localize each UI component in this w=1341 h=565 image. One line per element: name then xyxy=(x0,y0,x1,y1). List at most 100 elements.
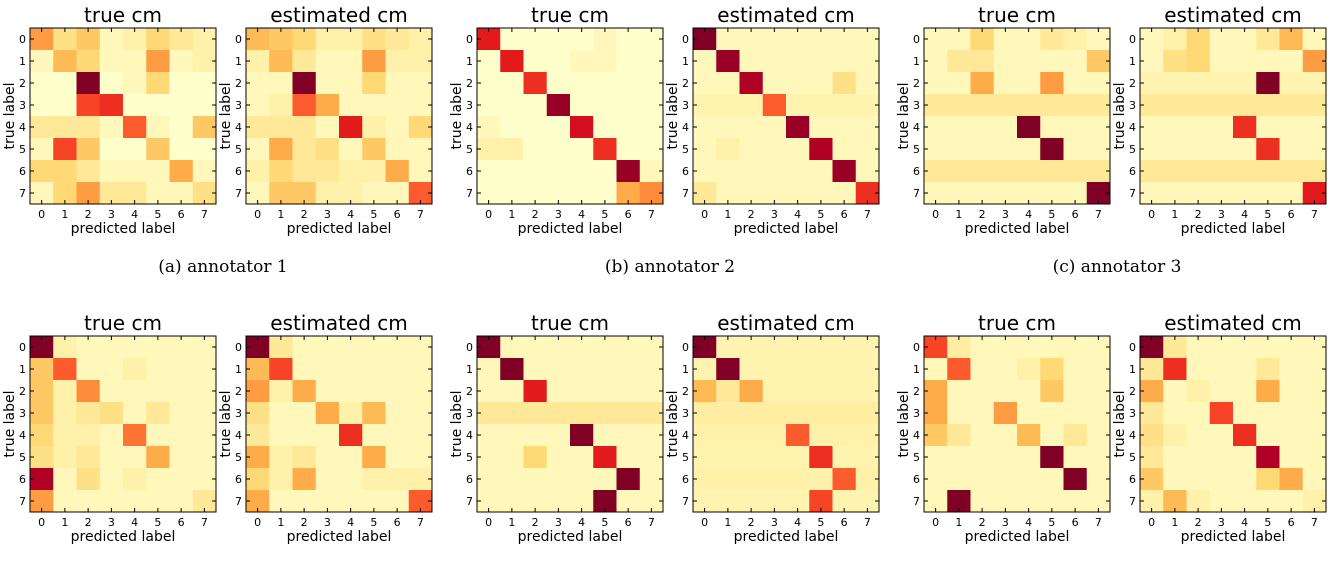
y-tick-label: 3 xyxy=(1129,99,1136,112)
heatmap-cell xyxy=(408,468,433,491)
heatmap-cell xyxy=(523,402,548,425)
heatmap-cell xyxy=(1163,94,1187,117)
heatmap-cell xyxy=(408,424,433,447)
heatmap-cell xyxy=(123,138,147,161)
x-tick-label: 5 xyxy=(1048,208,1055,221)
heatmap-cell xyxy=(477,116,501,139)
heatmap-cell xyxy=(269,50,293,73)
heatmap-cell xyxy=(1209,28,1234,51)
heatmap-cell xyxy=(1086,402,1111,425)
heatmap-cell xyxy=(1063,468,1088,491)
subfigure-caption: (b) annotator 2 xyxy=(605,257,735,277)
heatmap-cell xyxy=(970,160,995,183)
heatmap-cell xyxy=(1256,50,1280,73)
heatmap-cell xyxy=(855,358,880,381)
heatmap-cell xyxy=(339,468,363,491)
heatmap-cell xyxy=(408,358,433,381)
heatmap-cell xyxy=(1279,336,1304,359)
heatmap-cell xyxy=(739,138,764,161)
heatmap-cell xyxy=(993,116,1018,139)
heatmap-cell xyxy=(269,402,293,425)
y-tick-label: 1 xyxy=(913,363,920,376)
heatmap-cell xyxy=(362,50,386,73)
heatmap-cell xyxy=(1302,182,1327,205)
heatmap-cell xyxy=(315,28,340,51)
y-tick-label: 4 xyxy=(466,121,473,134)
heatmap-cell xyxy=(1256,490,1280,513)
heatmap-cell xyxy=(762,424,787,447)
heatmap-cell xyxy=(1233,446,1257,469)
heatmap-cell xyxy=(1086,336,1111,359)
heatmap-cell xyxy=(385,490,410,513)
heatmap-cell xyxy=(169,358,194,381)
true-cm-heatmap: true cm 0 0 1 1 2 2 3 3 4 4 5 5 6 6 7 7 predicted label tr… xyxy=(2,3,217,237)
heatmap-cell xyxy=(693,446,717,469)
heatmap-cell xyxy=(523,138,548,161)
x-axis-label: predicted label xyxy=(734,221,839,237)
y-tick-label: 5 xyxy=(466,143,473,156)
heatmap-cell xyxy=(192,336,217,359)
heatmap-cell xyxy=(716,446,740,469)
heatmap-cell xyxy=(1017,160,1041,183)
heatmap-cell xyxy=(408,182,433,205)
heatmap-title: estimated cm xyxy=(270,3,408,27)
heatmap-cell xyxy=(593,72,617,95)
heatmap-cell xyxy=(339,72,363,95)
y-tick-label: 0 xyxy=(1129,33,1136,46)
heatmap-cell xyxy=(169,28,194,51)
heatmap-cell xyxy=(616,50,641,73)
x-tick-label: 3 xyxy=(771,208,778,221)
heatmap-cell xyxy=(993,446,1018,469)
heatmap-cell xyxy=(855,50,880,73)
heatmap-cell xyxy=(970,72,995,95)
heatmap-cell xyxy=(639,160,664,183)
x-tick-label: 1 xyxy=(955,516,962,529)
heatmap-cell xyxy=(693,468,717,491)
y-tick-label: 2 xyxy=(1129,77,1136,90)
annotator-figure-3: true cm 0 0 1 1 2 2 3 3 4 4 5 5 6 6 7 7 predicted label tr… xyxy=(896,3,1327,277)
y-tick-label: 6 xyxy=(19,165,26,178)
heatmap-cell xyxy=(947,424,971,447)
x-tick-label: 5 xyxy=(370,516,377,529)
heatmap-cell xyxy=(1209,336,1234,359)
subfigure-caption: (a) annotator 1 xyxy=(158,257,287,277)
heatmap-cell xyxy=(339,446,363,469)
heatmap-cell xyxy=(1209,380,1234,403)
heatmap-cell xyxy=(639,424,664,447)
plot-frame xyxy=(476,335,664,513)
heatmap-title: estimated cm xyxy=(717,3,855,27)
heatmap-cell xyxy=(1233,336,1257,359)
heatmap-cell xyxy=(832,336,857,359)
heatmap-cell xyxy=(1140,28,1164,51)
heatmap-cell xyxy=(855,336,880,359)
y-axis-label: true label xyxy=(449,82,465,149)
heatmap-cell xyxy=(1186,160,1211,183)
heatmap-cell xyxy=(76,446,101,469)
x-tick-label: 7 xyxy=(864,516,871,529)
heatmap-cell xyxy=(246,468,270,491)
x-tick-label: 4 xyxy=(794,208,801,221)
heatmap-cell xyxy=(616,446,641,469)
heatmap-cell xyxy=(1256,468,1280,491)
y-tick-label: 6 xyxy=(19,473,26,486)
heatmap-cell xyxy=(593,28,617,51)
heatmap-cell xyxy=(1140,160,1164,183)
heatmap-cell xyxy=(546,380,571,403)
y-tick-label: 2 xyxy=(235,385,242,398)
heatmap-cell xyxy=(1302,468,1327,491)
heatmap-cell xyxy=(993,50,1018,73)
heatmap-cell xyxy=(1140,336,1164,359)
heatmap-cell xyxy=(716,160,740,183)
heatmap-cell xyxy=(246,138,270,161)
heatmap-cell xyxy=(855,182,880,205)
heatmap-cell xyxy=(546,336,571,359)
heatmap-cell xyxy=(716,28,740,51)
heatmap-cell xyxy=(1063,446,1088,469)
heatmap-cell xyxy=(1017,72,1041,95)
heatmap-cell xyxy=(1233,402,1257,425)
heatmap-cell xyxy=(315,380,340,403)
heatmap-cell xyxy=(716,72,740,95)
heatmap-cell xyxy=(716,138,740,161)
heatmap-cell xyxy=(192,94,217,117)
y-axis-label: true label xyxy=(896,390,912,457)
